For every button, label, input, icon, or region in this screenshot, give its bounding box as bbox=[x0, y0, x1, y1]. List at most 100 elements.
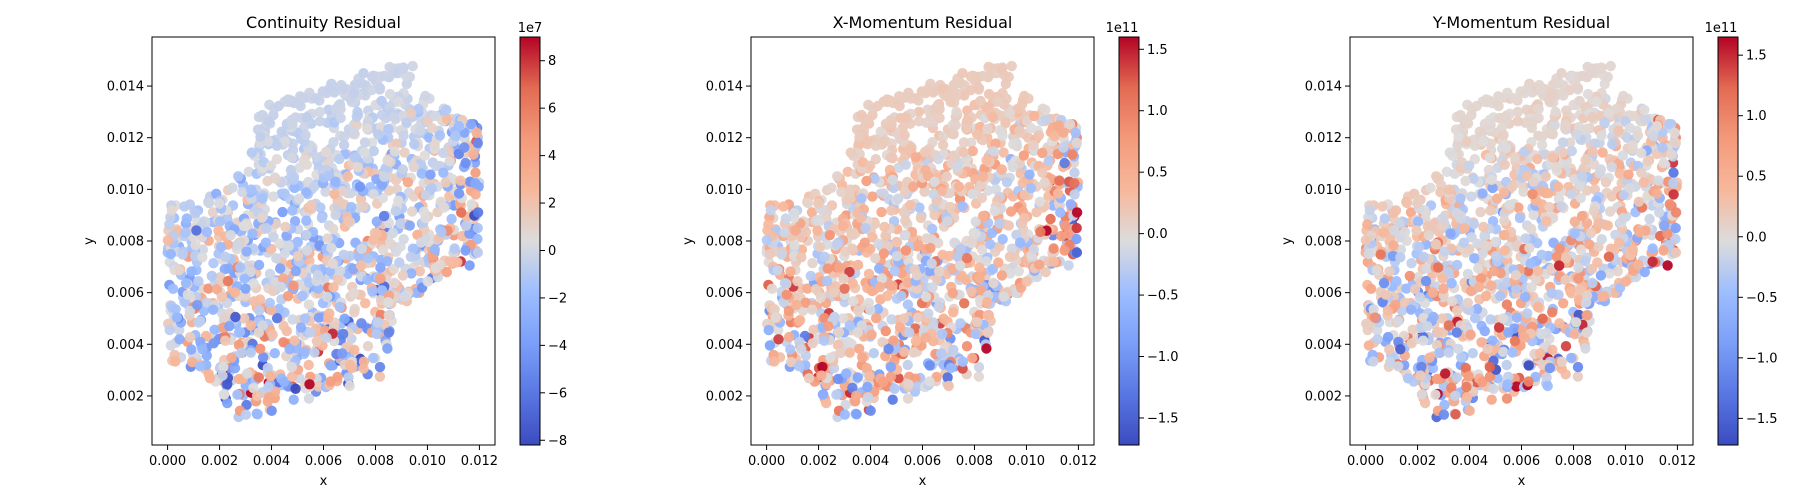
colorbar-tick-label: −0.5 bbox=[1746, 291, 1778, 306]
scatter-point bbox=[1604, 268, 1615, 279]
scatter-point bbox=[1546, 263, 1557, 275]
scatter-point bbox=[300, 187, 312, 198]
scatter-point bbox=[338, 83, 349, 95]
scatter-point bbox=[434, 130, 446, 141]
scatter-point bbox=[1599, 117, 1610, 128]
x-axis-label: x bbox=[919, 474, 927, 489]
scatter-point bbox=[288, 280, 299, 291]
scatter-point bbox=[275, 263, 286, 274]
scatter-point bbox=[1402, 373, 1414, 384]
y-tick-label: 0.008 bbox=[706, 235, 743, 250]
x-tick-label: 0.002 bbox=[1399, 454, 1436, 469]
scatter-point bbox=[273, 100, 284, 112]
scatter-point bbox=[1596, 234, 1607, 245]
scatter-point bbox=[174, 325, 185, 336]
scatter-point bbox=[902, 359, 913, 371]
scatter-point bbox=[304, 379, 315, 390]
scatter-point bbox=[1431, 171, 1442, 182]
scatter-point bbox=[1560, 123, 1571, 134]
scatter-point bbox=[242, 368, 253, 379]
scatter-point bbox=[861, 175, 872, 187]
scatter-point bbox=[1603, 108, 1615, 119]
scatter-point bbox=[1022, 132, 1034, 143]
scatter-point bbox=[252, 409, 263, 420]
scatter-point bbox=[373, 129, 384, 140]
scatter-point bbox=[1575, 192, 1587, 204]
scatter-point bbox=[289, 335, 300, 346]
scatter-point bbox=[837, 220, 849, 232]
scatter-point bbox=[343, 372, 354, 383]
scatter-point bbox=[1004, 251, 1016, 262]
scatter-point bbox=[990, 138, 1001, 149]
scatter-point bbox=[1456, 352, 1467, 363]
scatter-point bbox=[1583, 239, 1595, 250]
scatter-point bbox=[844, 320, 855, 331]
scatter-point bbox=[1439, 246, 1450, 257]
scatter-point bbox=[1633, 196, 1645, 207]
scatter-point bbox=[472, 233, 483, 245]
scatter-point bbox=[321, 332, 332, 343]
scatter-point bbox=[280, 221, 291, 233]
scatter-point bbox=[1528, 209, 1539, 221]
scatter-point bbox=[407, 243, 419, 254]
scatter-point bbox=[881, 290, 893, 302]
scatter-point bbox=[1028, 139, 1039, 151]
x-tick-label: 0.008 bbox=[1555, 454, 1592, 469]
scatter-point bbox=[1575, 244, 1587, 255]
scatter-point bbox=[1431, 373, 1443, 385]
scatter-point bbox=[800, 297, 811, 308]
scatter-point bbox=[383, 297, 394, 308]
scatter-point bbox=[399, 291, 410, 302]
scatter-point bbox=[1556, 356, 1568, 367]
scatter-point bbox=[211, 284, 223, 295]
scatter-point bbox=[1060, 220, 1071, 231]
scatter-point bbox=[977, 210, 989, 222]
scatter-point bbox=[766, 283, 778, 294]
scatter-point bbox=[310, 93, 322, 104]
scatter-point bbox=[933, 301, 944, 313]
scatter-point bbox=[405, 108, 417, 119]
x-tick-label: 0.012 bbox=[461, 454, 498, 469]
scatter-point bbox=[1536, 83, 1547, 95]
scatter-point bbox=[976, 192, 987, 204]
scatter-point bbox=[165, 248, 176, 260]
scatter-point bbox=[241, 246, 252, 257]
scatter-point bbox=[807, 338, 818, 349]
scatter-point bbox=[1479, 325, 1491, 337]
y-tick-label: 0.008 bbox=[107, 235, 144, 250]
scatter-point bbox=[1388, 240, 1399, 251]
scatter-point bbox=[1522, 266, 1534, 277]
scatter-point bbox=[438, 167, 449, 178]
colorbar-tick-label: 4 bbox=[548, 149, 556, 164]
scatter-point bbox=[343, 216, 354, 227]
scatter-point bbox=[1071, 222, 1082, 234]
scatter-point bbox=[313, 312, 325, 323]
scatter-point bbox=[339, 313, 350, 324]
scatter-point bbox=[981, 343, 992, 354]
scatter-point bbox=[1537, 313, 1548, 324]
scatter-point bbox=[415, 237, 427, 248]
scatter-point bbox=[179, 201, 190, 212]
scatter-point bbox=[807, 258, 818, 269]
scatter-point bbox=[976, 244, 988, 255]
scatter-point bbox=[1407, 324, 1418, 335]
colorbar-tick-label: 0.0 bbox=[1147, 227, 1168, 242]
scatter-point bbox=[1453, 131, 1464, 142]
scatter-point bbox=[449, 256, 460, 267]
y-axis-label: y bbox=[681, 237, 696, 245]
scatter-point bbox=[426, 183, 438, 194]
scatter-point bbox=[391, 138, 402, 149]
scatter-point bbox=[376, 285, 388, 296]
scatter-point bbox=[1511, 381, 1522, 392]
scatter-point bbox=[441, 113, 453, 125]
scatter-point bbox=[1639, 113, 1651, 125]
scatter-point bbox=[313, 381, 324, 392]
scatter-point bbox=[814, 242, 826, 253]
scatter-point bbox=[845, 147, 856, 158]
scatter-point bbox=[1605, 60, 1616, 72]
scatter-point bbox=[446, 213, 457, 225]
scatter-point bbox=[263, 392, 275, 403]
scatter-point bbox=[470, 189, 481, 200]
scatter-point bbox=[384, 88, 396, 100]
